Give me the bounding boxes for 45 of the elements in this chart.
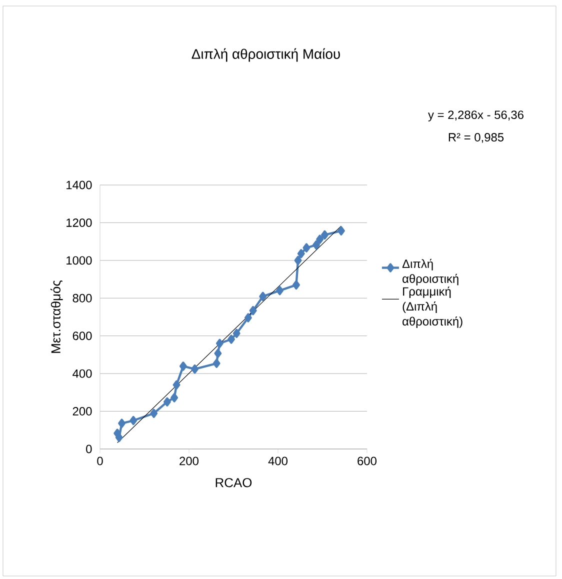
point [302,243,310,252]
x-tick-label: 200 [180,456,199,466]
x-tick-label: 0 [97,456,103,466]
y-tick-label: 1400 [66,180,92,190]
y-tick-label: 1000 [66,256,92,265]
point [212,358,220,368]
y-tick-label: 1200 [66,218,92,227]
y-tick-label: 0 [86,444,92,454]
chart-title: Διπλή αθροιστική Μαίου [192,48,340,62]
point [163,397,171,406]
point [259,292,267,302]
y-tick-label: 600 [72,332,92,340]
point [228,334,235,344]
x-axis-title: RCAO [216,478,252,488]
text: y = 2,286x - 56,36 [428,110,524,122]
point [337,226,345,236]
point [276,286,284,296]
point [312,240,320,250]
y-tick-label: 800 [72,294,92,302]
point [232,328,240,338]
legend-label: Διπλή αθροιστική [402,258,458,286]
point [216,338,224,348]
x-tick-label: 600 [358,456,376,466]
point [172,380,180,390]
point [214,348,222,358]
point [249,306,257,316]
point [115,432,123,442]
point [316,234,324,244]
point [297,249,305,258]
point [118,418,126,428]
text: R² = 0,985 [448,133,504,143]
point [150,408,158,418]
point [179,362,187,371]
point [292,280,300,290]
point [294,256,302,266]
point [170,393,178,402]
point [191,364,199,374]
point [130,416,138,426]
y-axis-title: Μετ.σταθμός [50,280,63,353]
y-tick-label: 400 [72,369,92,378]
point [244,313,252,322]
legend-label: Γραμμική (Διπλή αθροιστική) [402,286,462,328]
point [320,230,328,240]
y-tick-label: 200 [72,407,92,416]
x-tick-label: 400 [268,456,288,466]
